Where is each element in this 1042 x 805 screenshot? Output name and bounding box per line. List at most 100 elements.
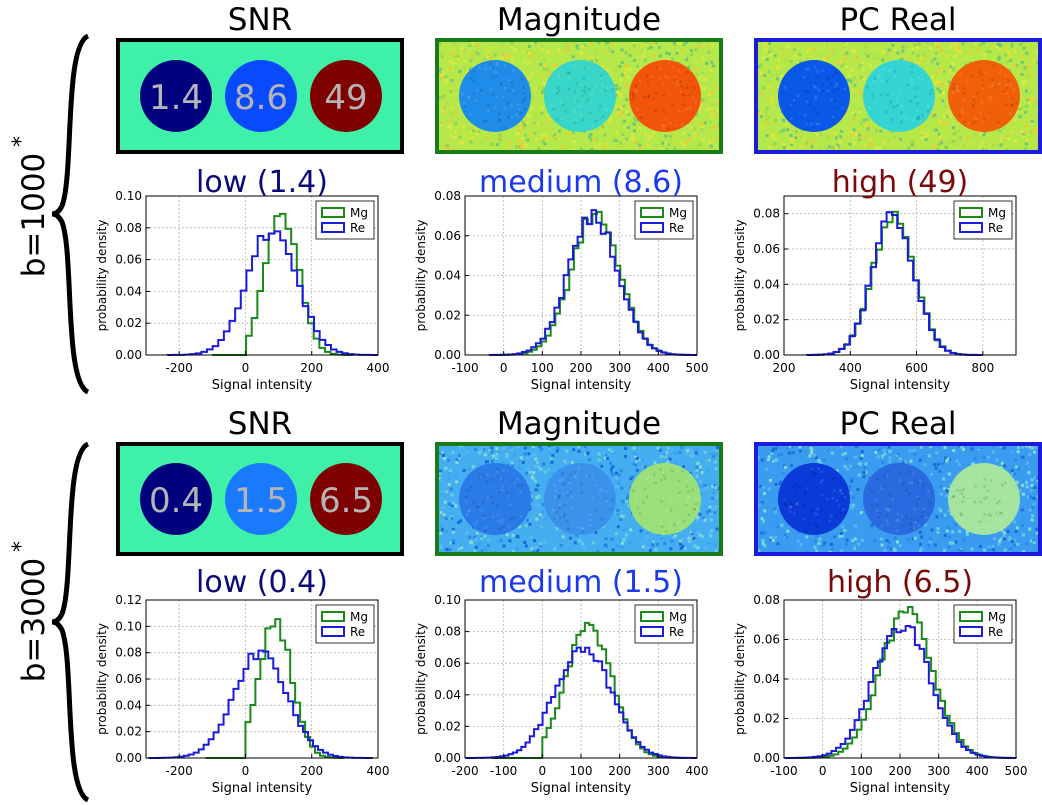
- noise-speck: [700, 125, 704, 129]
- noise-speck: [699, 465, 703, 469]
- noise-speck: [451, 528, 455, 532]
- circle-noise: [980, 100, 983, 104]
- noise-speck: [717, 548, 721, 552]
- noise-speck: [621, 500, 625, 504]
- noise-speck: [774, 447, 778, 451]
- circle-noise: [693, 507, 696, 511]
- circle-noise: [840, 492, 844, 495]
- circle-noise: [652, 97, 655, 100]
- noise-speck: [649, 134, 653, 138]
- circle-noise: [898, 479, 902, 483]
- circle-noise: [952, 83, 956, 87]
- circle-noise: [563, 482, 566, 485]
- noise-speck: [936, 45, 940, 49]
- noise-speck: [526, 120, 530, 124]
- noise-speck: [597, 458, 601, 462]
- noise-speck: [498, 133, 502, 137]
- circle-noise: [960, 492, 964, 496]
- noise-speck: [773, 141, 777, 145]
- circle-noise: [916, 518, 919, 522]
- noise-speck: [775, 104, 779, 108]
- circle-noise: [583, 89, 586, 93]
- row-label: b=3000*: [9, 541, 52, 682]
- noise-speck: [667, 52, 671, 56]
- circle-noise: [489, 478, 493, 481]
- y-tick-label: 0.00: [434, 751, 461, 765]
- circle-noise: [553, 517, 556, 521]
- circle-noise: [877, 73, 881, 77]
- circle-noise: [917, 115, 920, 119]
- noise-speck: [774, 482, 778, 486]
- circle-noise: [692, 507, 696, 511]
- noise-speck: [943, 548, 947, 552]
- circle-noise: [815, 122, 818, 125]
- noise-speck: [935, 515, 939, 519]
- noise-speck: [505, 533, 509, 537]
- circle-noise: [917, 482, 920, 485]
- noise-speck: [589, 41, 593, 45]
- noise-speck: [1018, 457, 1022, 461]
- circle-noise: [501, 478, 505, 481]
- noise-speck: [789, 542, 793, 546]
- legend-swatch-mg: [959, 207, 983, 218]
- noise-speck: [934, 51, 938, 55]
- noise-speck: [938, 469, 942, 473]
- circle-noise: [510, 491, 514, 495]
- circle-noise: [985, 496, 988, 499]
- noise-speck: [896, 51, 900, 55]
- noise-speck: [554, 63, 558, 67]
- noise-speck: [626, 496, 630, 500]
- noise-speck: [527, 114, 531, 118]
- noise-speck: [936, 527, 940, 531]
- noise-speck: [689, 48, 693, 52]
- noise-speck: [534, 87, 538, 91]
- pc-real-phantom-circle: [778, 463, 850, 535]
- noise-speck: [946, 123, 950, 127]
- noise-speck: [635, 468, 639, 472]
- noise-speck: [973, 42, 977, 46]
- noise-speck: [713, 110, 717, 114]
- noise-speck: [696, 41, 700, 45]
- noise-speck: [761, 56, 765, 60]
- noise-speck: [798, 445, 802, 449]
- noise-speck: [954, 47, 958, 51]
- noise-speck: [988, 50, 992, 54]
- noise-speck: [439, 469, 443, 473]
- noise-speck: [669, 134, 673, 138]
- y-tick-label: 0.02: [115, 725, 142, 739]
- circle-noise: [806, 486, 810, 490]
- noise-speck: [673, 41, 677, 45]
- circle-noise: [899, 104, 903, 107]
- noise-speck: [781, 142, 785, 146]
- circle-noise: [484, 526, 487, 529]
- noise-speck: [849, 130, 853, 134]
- noise-speck: [787, 146, 791, 150]
- circle-noise: [510, 115, 514, 119]
- noise-speck: [817, 541, 821, 545]
- noise-speck: [608, 47, 612, 51]
- noise-speck: [674, 451, 678, 455]
- circle-noise: [470, 486, 473, 489]
- circle-noise: [520, 77, 524, 81]
- circle-noise: [594, 509, 597, 512]
- circle-noise: [818, 512, 821, 516]
- noise-speck: [1029, 128, 1033, 132]
- magnitude-phantom-circle: [459, 60, 531, 132]
- noise-speck: [565, 132, 569, 136]
- noise-speck: [652, 41, 656, 45]
- noise-speck: [1020, 508, 1024, 512]
- noise-speck: [911, 48, 915, 52]
- noise-speck: [490, 143, 494, 147]
- noise-speck: [611, 472, 615, 476]
- noise-speck: [858, 133, 862, 137]
- noise-speck: [526, 518, 530, 522]
- noise-speck: [703, 450, 707, 454]
- noise-speck: [1002, 126, 1006, 130]
- noise-speck: [690, 449, 694, 453]
- noise-speck: [664, 142, 668, 146]
- noise-speck: [961, 447, 965, 451]
- circle-noise: [569, 473, 572, 476]
- noise-speck: [611, 548, 615, 552]
- noise-speck: [439, 478, 443, 482]
